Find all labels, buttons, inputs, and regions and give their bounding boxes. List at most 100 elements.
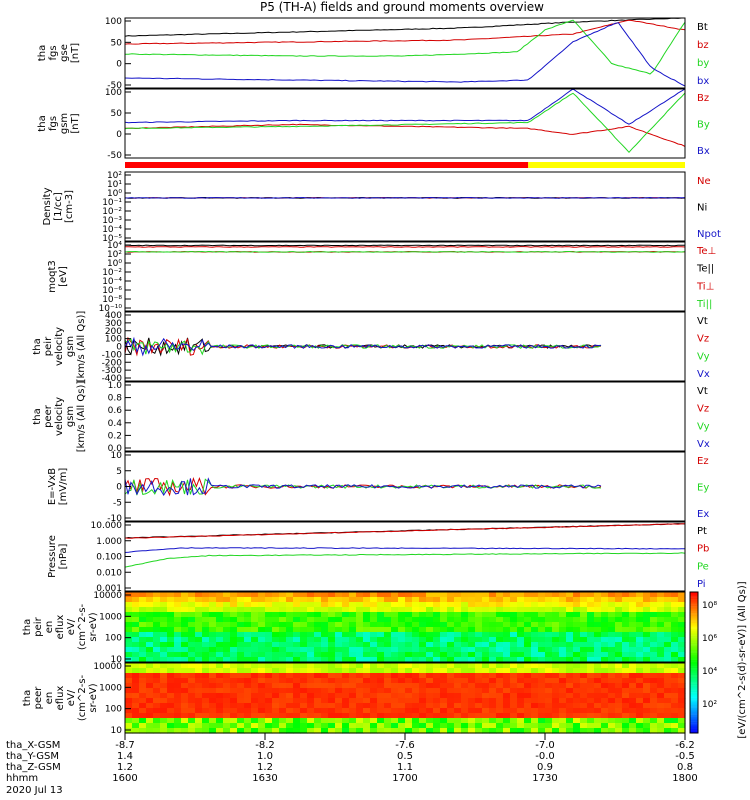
y-tick-label: 10⁻³ (102, 216, 122, 226)
heatmap-cell (636, 708, 644, 714)
colorbar-swatch (690, 690, 698, 693)
heatmap-cell (622, 693, 630, 699)
heatmap-cell (370, 678, 378, 684)
heatmap-cell (559, 632, 567, 638)
legend-Bt: Bt (697, 22, 708, 33)
heatmap-cell (293, 627, 301, 633)
heatmap-cell (447, 612, 455, 618)
colorbar-swatch (690, 682, 698, 684)
heatmap-cell (370, 683, 378, 689)
heatmap-cell (335, 683, 343, 689)
heatmap-cell (328, 632, 336, 638)
heatmap-cell (601, 678, 609, 684)
heatmap-cell (251, 607, 259, 613)
heatmap-cell (349, 663, 357, 669)
heatmap-cell (440, 612, 448, 618)
heatmap-cell (307, 698, 315, 704)
heatmap-cell (461, 673, 469, 679)
heatmap-cell (426, 698, 434, 704)
y-axis-label: Density (42, 187, 53, 225)
heatmap-cell (643, 698, 651, 704)
heatmap-cell (496, 592, 504, 598)
heatmap-cell (580, 693, 588, 699)
heatmap-cell (370, 642, 378, 648)
heatmap-cell (552, 668, 560, 674)
heatmap-cell (510, 663, 518, 669)
heatmap-cell (349, 698, 357, 704)
heatmap-cell (398, 622, 406, 628)
heatmap-cell (622, 718, 630, 724)
heatmap-cell (468, 637, 476, 643)
legend-Pi: Pi (697, 579, 706, 590)
heatmap-cell (587, 723, 595, 729)
heatmap-cell (545, 693, 553, 699)
heatmap-cell (433, 668, 441, 674)
heatmap-cell (433, 647, 441, 653)
heatmap-cell (398, 627, 406, 633)
heatmap-cell (237, 642, 245, 648)
heatmap-cell (629, 592, 637, 598)
heatmap-cell (153, 647, 161, 653)
heatmap-cell (216, 652, 224, 658)
heatmap-cell (419, 703, 427, 709)
heatmap-cell (139, 693, 147, 699)
heatmap-cell (650, 713, 658, 719)
heatmap-cell (244, 708, 252, 714)
heatmap-cell (426, 713, 434, 719)
heatmap-cell (167, 728, 175, 734)
heatmap-cell (657, 673, 665, 679)
heatmap-cell (321, 703, 329, 709)
heatmap-cell (279, 632, 287, 638)
heatmap-cell (552, 683, 560, 689)
heatmap-cell (629, 723, 637, 729)
heatmap-cell (559, 728, 567, 734)
heatmap-cell (496, 642, 504, 648)
heatmap-cell (258, 607, 266, 613)
heatmap-cell (342, 612, 350, 618)
heatmap-cell (398, 713, 406, 719)
heatmap-cell (461, 723, 469, 729)
heatmap-cell (601, 627, 609, 633)
heatmap-cell (650, 592, 658, 598)
heatmap-cell (664, 612, 672, 618)
heatmap-cell (657, 637, 665, 643)
heatmap-cell (531, 617, 539, 623)
heatmap-cell (139, 607, 147, 613)
heatmap-cell (356, 678, 364, 684)
y-tick-label: 0 (116, 483, 122, 493)
heatmap-cell (559, 657, 567, 663)
heatmap-cell (398, 693, 406, 699)
heatmap-cell (153, 663, 161, 669)
heatmap-cell (601, 607, 609, 613)
heatmap-cell (195, 698, 203, 704)
colorbar-swatch (690, 704, 698, 707)
heatmap-cell (258, 632, 266, 638)
heatmap-cell (622, 657, 630, 663)
heatmap-cell (601, 597, 609, 603)
heatmap-cell (468, 713, 476, 719)
heatmap-cell (650, 627, 658, 633)
y-axis-label: E=-VxB (47, 468, 58, 505)
x-tick-label: 1630 (252, 773, 277, 784)
heatmap-cell (405, 602, 413, 608)
heatmap-cell (608, 663, 616, 669)
heatmap-cell (419, 627, 427, 633)
heatmap-cell (587, 647, 595, 653)
heatmap-cell (664, 668, 672, 674)
heatmap-cell (188, 713, 196, 719)
heatmap-cell (328, 703, 336, 709)
colorbar-swatch (690, 597, 698, 600)
heatmap-cell (538, 652, 546, 658)
heatmap-cell (475, 678, 483, 684)
heatmap-cell (426, 622, 434, 628)
heatmap-cell (454, 597, 462, 603)
heatmap-cell (321, 728, 329, 734)
heatmap-cell (608, 718, 616, 724)
heatmap-cell (468, 647, 476, 653)
heatmap-cell (566, 647, 574, 653)
heatmap-cell (573, 708, 581, 714)
heatmap-cell (615, 718, 623, 724)
heatmap-cell (132, 622, 140, 628)
heatmap-cell (377, 602, 385, 608)
